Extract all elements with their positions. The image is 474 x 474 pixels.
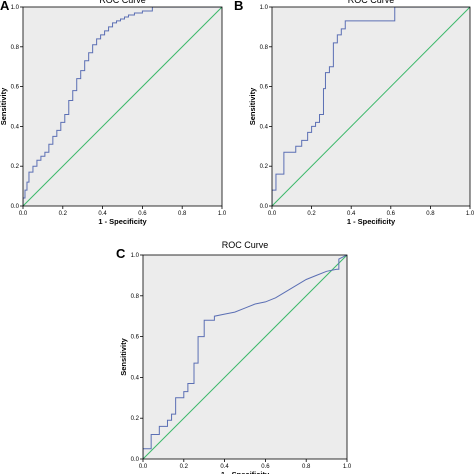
panel-label: B [234, 0, 243, 13]
chart-panel-a: A ROC Curve 0.00.0 0.2 0.2 0.4 0.4 0.6 0.6 0.8 0.8… [0, 0, 227, 226]
roc-curve-line [272, 7, 470, 206]
y-tick-label: 1.0 [131, 253, 140, 259]
y-tick-label: 1.0 [11, 5, 20, 11]
reference-line [143, 255, 347, 459]
chart-panel-c: C ROC Curve 0.00.0 0.2 0.2 0.4 0.4 0.6 0.6 0.8 0.8… [116, 240, 352, 474]
y-axis-title: Sensitivity [0, 87, 8, 125]
chart-panel-b: B ROC Curve 0.00.0 0.2 0.2 0.4 0.4 0.6 0.6 0.8 0.8… [234, 0, 474, 226]
y-tick-label: 0.0 [131, 457, 140, 463]
x-tick-label: 0.4 [220, 464, 229, 470]
y-tick-label: 0.4 [131, 375, 140, 381]
y-tick-label: 0.6 [260, 85, 269, 91]
y-tick-label: 0.6 [11, 85, 20, 91]
y-axis-title: Sensitivity [119, 337, 128, 375]
x-tick-label: 0.2 [59, 211, 68, 217]
x-tick-label: 0.6 [138, 211, 147, 217]
plot-frame [22, 6, 223, 207]
chart-title: ROC Curve [222, 240, 269, 250]
x-tick-label: 0.4 [98, 211, 107, 217]
x-tick-label: 0.8 [178, 211, 187, 217]
y-tick-label: 0.8 [11, 45, 20, 51]
y-tick-label: 0.2 [260, 164, 269, 170]
x-tick-label: 1.0 [343, 464, 352, 470]
plot-frame [271, 6, 471, 207]
chart-title: ROC Curve [348, 0, 395, 5]
x-axis-title: 1 - Specificity [98, 217, 147, 226]
x-tick-label: 0.2 [180, 464, 189, 470]
x-tick-label: 1.0 [466, 211, 474, 217]
y-tick-label: 0.6 [131, 335, 140, 341]
y-tick-label: 0.8 [260, 45, 269, 51]
x-tick-label: 0.0 [139, 464, 148, 470]
x-tick-label: 0.8 [426, 211, 435, 217]
roc-curve-line [143, 255, 347, 459]
x-tick-label: 0.6 [261, 464, 270, 470]
plot-frame [142, 254, 348, 460]
reference-line [23, 7, 222, 206]
y-tick-label: 0.4 [11, 124, 20, 130]
x-axis-title: 1 - Specificity [221, 470, 270, 474]
x-tick-label: 0.0 [268, 211, 277, 217]
x-tick-label: 0.4 [347, 211, 356, 217]
panel-label: A [0, 0, 10, 13]
x-tick-label: 0.8 [302, 464, 311, 470]
x-tick-label: 0.6 [387, 211, 396, 217]
x-tick-label: 0.0 [19, 211, 28, 217]
y-tick-label: 0.4 [260, 124, 269, 130]
x-tick-label: 0.2 [307, 211, 316, 217]
roc-curve-line [23, 7, 222, 206]
panel-label: C [116, 246, 126, 261]
y-tick-label: 0.8 [131, 294, 140, 300]
x-axis-title: 1 - Specificity [347, 217, 396, 226]
y-tick-label: 0.2 [11, 164, 20, 170]
chart-title: ROC Curve [99, 0, 146, 5]
reference-line [272, 7, 470, 206]
x-tick-label: 1.0 [218, 211, 227, 217]
y-tick-label: 0.0 [260, 204, 269, 210]
y-tick-label: 0.2 [131, 416, 140, 422]
y-tick-label: 0.0 [11, 204, 20, 210]
y-tick-label: 1.0 [260, 5, 269, 11]
y-axis-title: Sensitivity [248, 87, 257, 125]
